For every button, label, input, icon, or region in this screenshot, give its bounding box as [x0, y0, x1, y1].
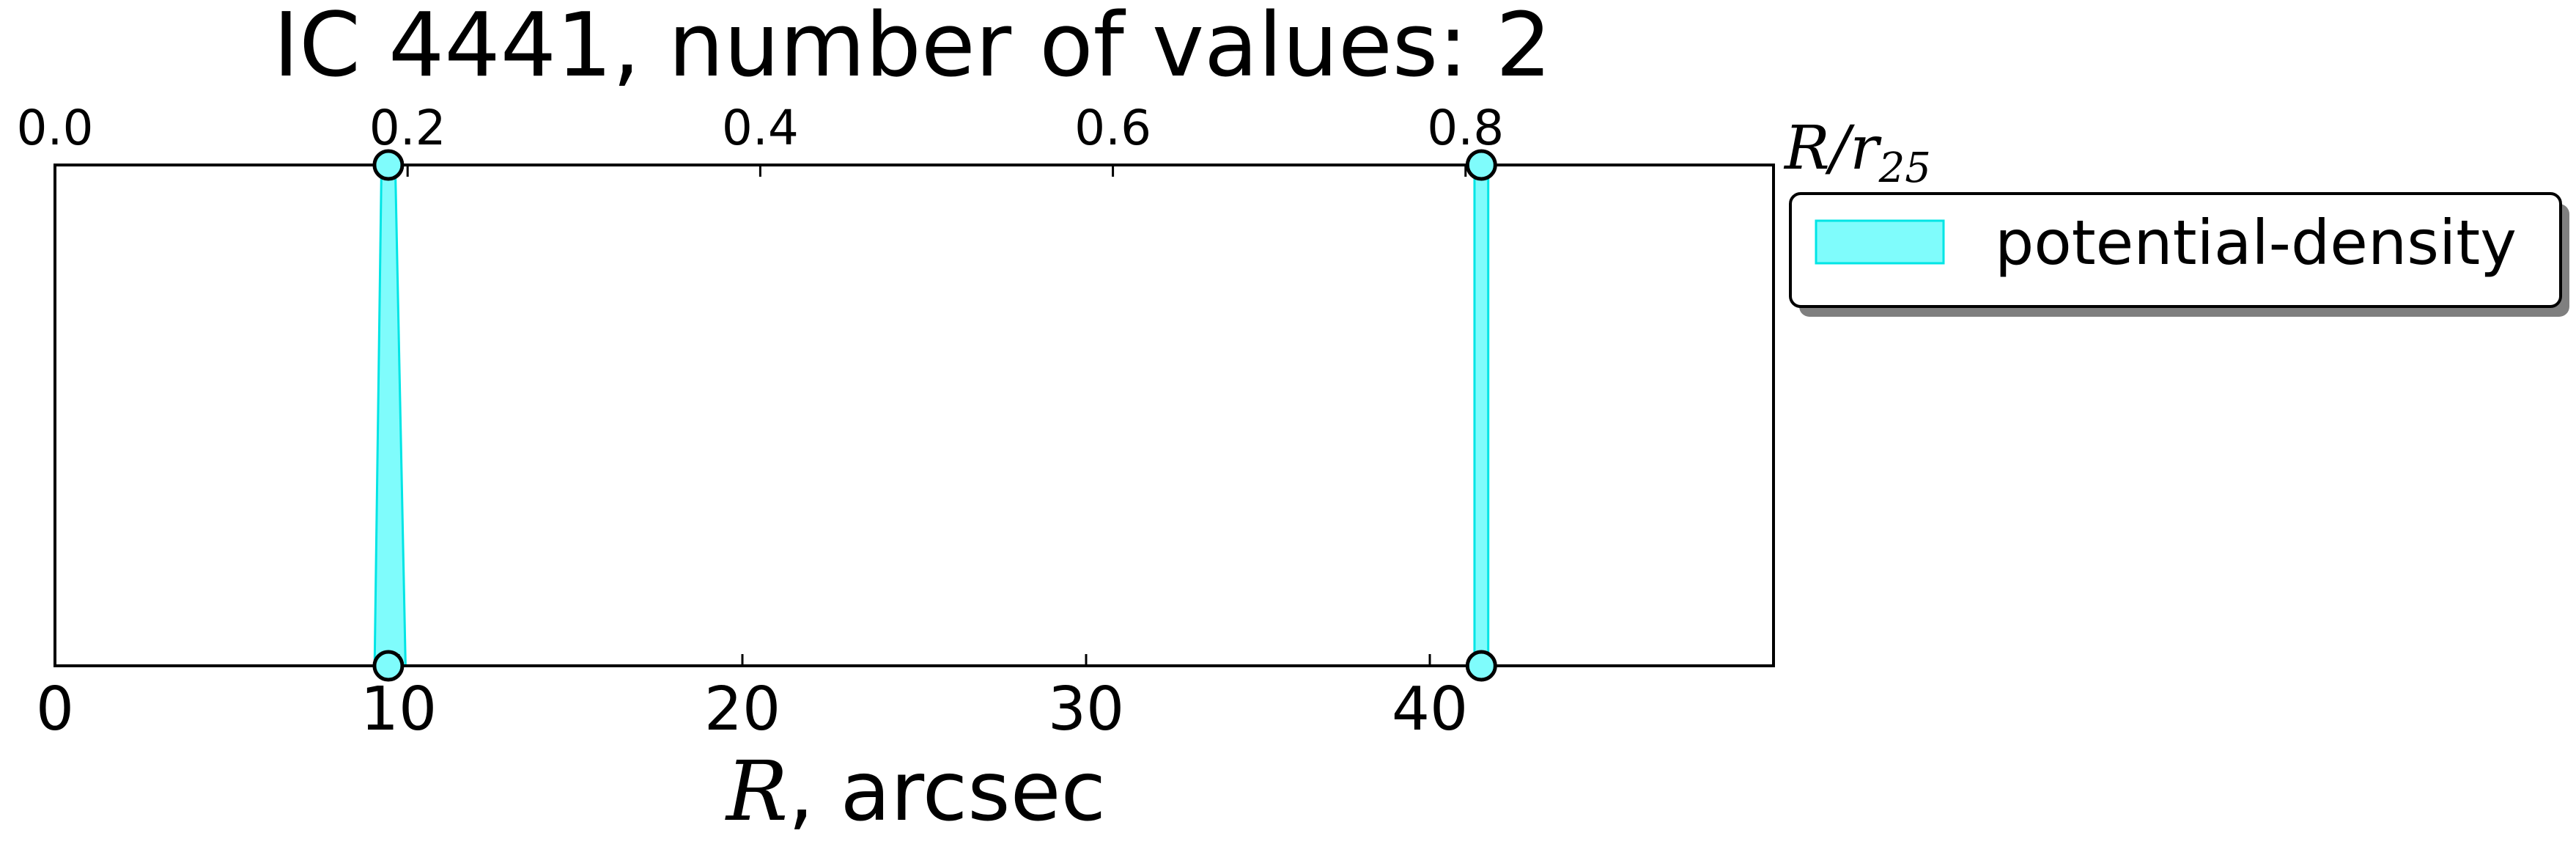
legend-swatch	[1815, 219, 1945, 265]
legend-box	[1789, 192, 2562, 308]
top-tick-label: 0.2	[369, 100, 446, 156]
x-axis-label-unit: , arcsec	[788, 744, 1106, 840]
bottom-x-axis: 0 10 20 30 40	[36, 654, 1468, 744]
top-axis-label-sub: 25	[1878, 144, 1931, 192]
x-tick-label: 20	[704, 675, 780, 744]
top-x-axis: 0.0 0.2 0.4 0.6 0.8	[17, 100, 1504, 177]
top-axis-label: R/r25	[1783, 114, 1931, 192]
legend-entry-label: potential-density	[1995, 207, 2517, 279]
plot-frame	[53, 164, 1775, 667]
top-axis-label-var: R/r	[1783, 114, 1882, 183]
top-tick-label: 0.4	[722, 100, 799, 156]
x-tick-label: 0	[36, 675, 74, 744]
series-band	[373, 164, 407, 667]
data-point	[372, 650, 405, 682]
x-axis-label: R, arcsec	[725, 744, 1106, 840]
series-bands	[373, 164, 1490, 667]
top-tick-label: 0.8	[1427, 100, 1504, 156]
x-axis-label-var: R	[725, 744, 788, 840]
top-tick-label: 0.0	[17, 100, 94, 156]
series-band	[1473, 164, 1490, 667]
x-tick-label: 10	[361, 675, 437, 744]
data-point	[372, 149, 405, 181]
chart-title: IC 4441, number of values: 2	[273, 0, 1552, 97]
data-point	[1465, 149, 1497, 181]
top-tick-label: 0.6	[1074, 100, 1151, 156]
legend: potential-density	[1789, 192, 2569, 317]
series-markers	[372, 149, 1497, 682]
x-tick-label: 40	[1392, 675, 1468, 744]
data-point	[1465, 650, 1497, 682]
x-tick-label: 30	[1048, 675, 1124, 744]
